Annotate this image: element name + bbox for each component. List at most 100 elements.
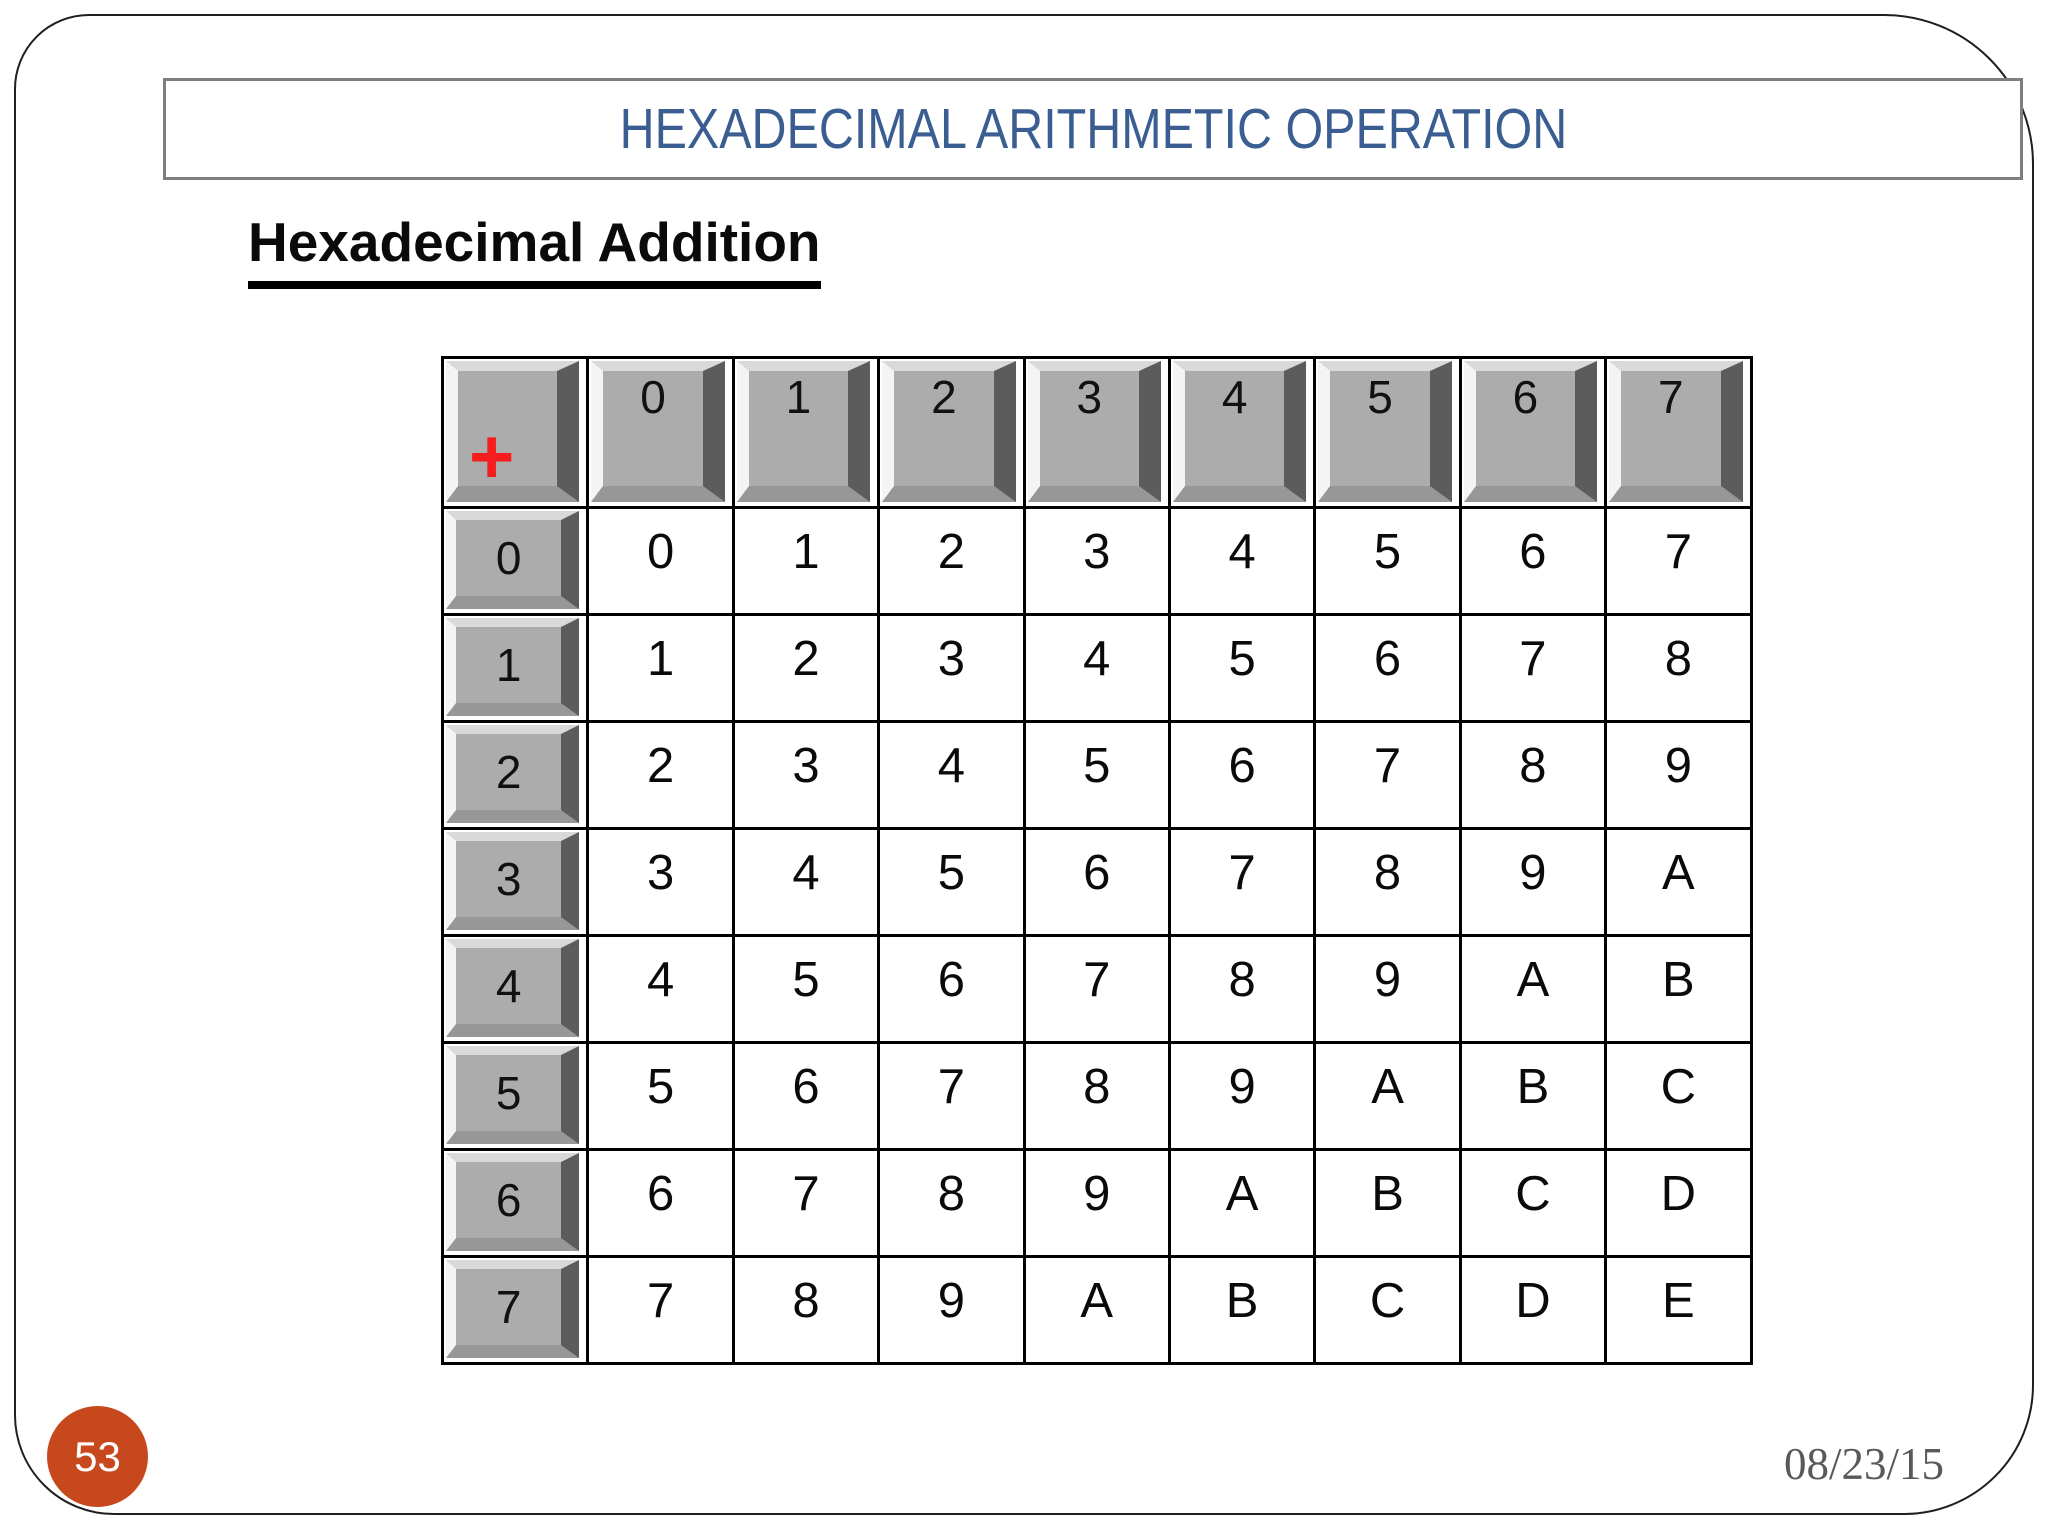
sum-value: 2 (792, 632, 820, 686)
row-header-cell-1: 1 (444, 616, 590, 723)
sum-cell-1-5: 6 (1316, 616, 1462, 723)
sum-value: C (1660, 1060, 1697, 1114)
row-header-key-3: 3 (446, 832, 580, 930)
sum-cell-5-7: C (1607, 1044, 1753, 1151)
sum-cell-4-7: B (1607, 937, 1753, 1044)
sum-value: 4 (646, 953, 675, 1007)
sum-value: 5 (792, 953, 820, 1007)
sum-cell-3-4: 7 (1170, 830, 1317, 937)
title-box: HEXADECIMAL ARITHMETIC OPERATION (163, 78, 2023, 180)
sum-value: 6 (1228, 739, 1256, 793)
sum-value: 6 (937, 953, 965, 1007)
sum-cell-7-2: 9 (880, 1258, 1026, 1365)
sum-value: 6 (1519, 525, 1547, 579)
sum-cell-4-1: 5 (734, 937, 881, 1044)
sum-value: 5 (1373, 525, 1402, 579)
sum-cell-1-3: 4 (1025, 616, 1171, 723)
row-header-key-2: 2 (446, 725, 580, 823)
sum-cell-6-6: C (1461, 1151, 1608, 1258)
sum-cell-6-7: D (1607, 1151, 1753, 1258)
sum-cell-6-2: 8 (880, 1151, 1026, 1258)
sum-cell-1-0: 1 (589, 616, 735, 723)
page-number-badge: 53 (47, 1406, 148, 1507)
sum-cell-3-5: 8 (1316, 830, 1462, 937)
sum-value: 4 (1083, 632, 1111, 686)
sum-value: 2 (646, 739, 675, 793)
sum-value: 5 (937, 846, 965, 900)
row-header-key-7: 7 (446, 1260, 580, 1358)
slide-date: 08/23/15 (1784, 1439, 1945, 1489)
sum-value: B (1371, 1167, 1404, 1221)
page-number: 53 (74, 1432, 121, 1480)
col-header-key-6: 6 (1463, 361, 1598, 502)
sum-value: 5 (1083, 739, 1111, 793)
sum-cell-6-0: 6 (589, 1151, 735, 1258)
sum-value: E (1661, 1274, 1695, 1328)
sum-cell-0-5: 5 (1316, 509, 1462, 616)
sum-cell-3-0: 3 (589, 830, 735, 937)
sum-cell-3-3: 6 (1025, 830, 1171, 937)
row-header-label: 2 (495, 745, 522, 798)
sum-cell-7-6: D (1461, 1258, 1608, 1365)
col-header-key-7: 7 (1609, 361, 1743, 502)
row-header-cell-2: 2 (444, 723, 590, 830)
sum-cell-1-2: 3 (880, 616, 1026, 723)
sum-cell-3-1: 4 (734, 830, 881, 937)
sum-cell-0-1: 1 (734, 509, 881, 616)
row-header-cell-6: 6 (444, 1151, 590, 1258)
sum-cell-1-4: 5 (1170, 616, 1317, 723)
col-header-key-2: 2 (882, 361, 1016, 502)
col-header-key-4: 4 (1172, 361, 1307, 502)
sum-cell-3-2: 5 (880, 830, 1026, 937)
sum-cell-6-5: B (1316, 1151, 1462, 1258)
sum-cell-2-3: 5 (1025, 723, 1171, 830)
sum-value: A (1661, 846, 1695, 900)
sum-value: 4 (792, 846, 820, 900)
sum-value: 3 (792, 739, 820, 793)
col-header-cell-2: 2 (880, 359, 1026, 509)
sum-value: 8 (1519, 739, 1547, 793)
sum-cell-5-4: 9 (1170, 1044, 1317, 1151)
sum-value: 7 (1083, 953, 1111, 1007)
sum-value: 8 (937, 1167, 965, 1221)
sum-cell-7-3: A (1025, 1258, 1171, 1365)
sum-cell-5-6: B (1461, 1044, 1608, 1151)
col-header-key-3: 3 (1027, 361, 1161, 502)
sum-value: D (1515, 1274, 1551, 1328)
sum-value: B (1661, 953, 1695, 1007)
col-header-key-5: 5 (1318, 361, 1452, 502)
corner-cell: + (444, 359, 590, 509)
sum-cell-4-6: A (1461, 937, 1608, 1044)
sum-cell-0-3: 3 (1025, 509, 1171, 616)
sum-value: 7 (1373, 739, 1402, 793)
sum-cell-4-0: 4 (589, 937, 735, 1044)
sum-value: 4 (937, 739, 965, 793)
row-header-label: 3 (495, 852, 522, 905)
sum-value: C (1369, 1274, 1406, 1328)
col-header-label: 4 (1221, 371, 1248, 423)
sum-value: 6 (1083, 846, 1111, 900)
sum-cell-4-3: 7 (1025, 937, 1171, 1044)
col-header-label: 5 (1367, 371, 1393, 423)
sum-value: A (1516, 953, 1550, 1007)
col-header-cell-7: 7 (1607, 359, 1753, 509)
sum-value: C (1515, 1167, 1551, 1221)
sum-value: 3 (937, 632, 965, 686)
col-header-label: 7 (1658, 371, 1684, 423)
plus-operator: + (468, 412, 515, 501)
sum-cell-7-4: B (1170, 1258, 1317, 1365)
sum-value: 8 (1228, 953, 1256, 1007)
sum-value: A (1080, 1274, 1114, 1328)
row-header-key-0: 0 (446, 511, 580, 609)
sum-value: 7 (646, 1274, 675, 1328)
sum-cell-2-5: 7 (1316, 723, 1462, 830)
sum-cell-4-5: 9 (1316, 937, 1462, 1044)
row-header-label: 7 (495, 1280, 522, 1333)
sum-value: 1 (792, 525, 820, 579)
sum-cell-2-2: 4 (880, 723, 1026, 830)
sum-value: 4 (1228, 525, 1256, 579)
sum-value: 7 (792, 1167, 820, 1221)
sum-value: 1 (646, 632, 675, 686)
col-header-cell-1: 1 (734, 359, 881, 509)
sum-value: 0 (646, 525, 675, 579)
